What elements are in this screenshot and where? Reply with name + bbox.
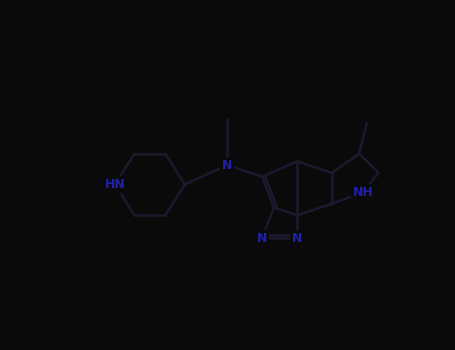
Text: N: N	[292, 232, 302, 245]
Text: N: N	[257, 232, 268, 245]
Text: HN: HN	[105, 178, 126, 191]
Text: N: N	[222, 159, 233, 172]
Text: NH: NH	[353, 186, 374, 199]
